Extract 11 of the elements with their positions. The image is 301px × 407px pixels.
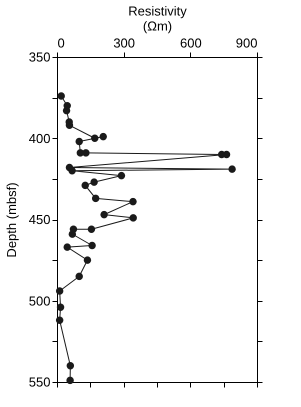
y-tick-label: 500	[28, 293, 50, 308]
x-axis-title: Resistivity (Ωm)	[128, 4, 188, 34]
y-tick-label: 350	[28, 50, 50, 64]
x-tick-label: 0	[58, 36, 65, 50]
y-axis-title: Depth (mbsf)	[4, 182, 19, 258]
y-tick-label: 550	[28, 374, 50, 390]
x-tick-label: 600	[180, 36, 202, 50]
x-tick-label: 900	[236, 36, 258, 50]
y-tick-label: 450	[28, 212, 50, 227]
x-tick-label: 300	[113, 36, 136, 50]
y-tick-label: 400	[28, 130, 50, 146]
